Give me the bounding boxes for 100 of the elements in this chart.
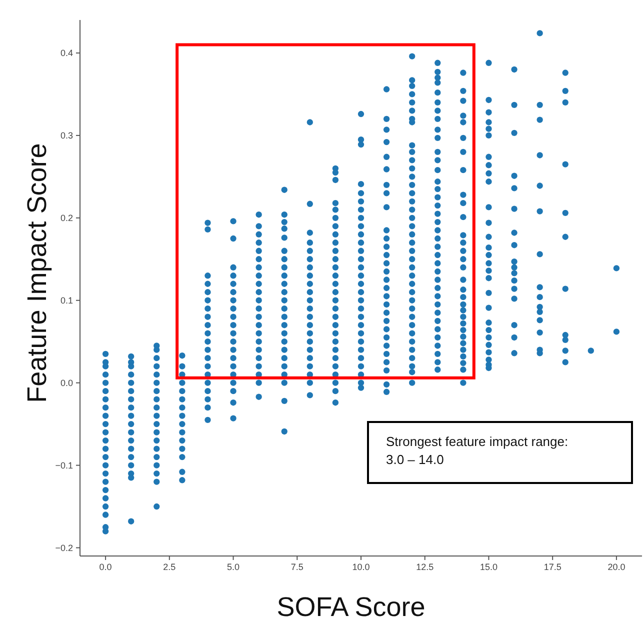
point	[460, 334, 466, 340]
point	[536, 30, 543, 36]
point	[306, 272, 313, 279]
point	[511, 130, 518, 136]
point	[179, 420, 186, 428]
point	[460, 112, 466, 119]
point	[128, 420, 134, 428]
point	[383, 227, 390, 234]
point	[358, 338, 364, 345]
point	[486, 170, 492, 176]
point	[230, 289, 236, 296]
point	[128, 446, 134, 452]
point	[434, 202, 441, 209]
point	[306, 322, 313, 328]
point	[486, 109, 492, 116]
point	[409, 306, 416, 312]
point	[562, 348, 568, 354]
point	[179, 429, 186, 436]
point	[511, 322, 518, 328]
point	[256, 264, 262, 270]
point	[409, 182, 416, 188]
point	[102, 350, 109, 358]
y-tick-label: 0.1	[60, 296, 73, 306]
point	[332, 380, 339, 386]
point	[486, 234, 492, 240]
point	[383, 190, 390, 196]
point	[154, 420, 160, 428]
point	[613, 265, 620, 272]
point	[562, 336, 568, 344]
point	[102, 495, 109, 502]
point	[409, 256, 416, 262]
point	[281, 289, 288, 296]
point	[511, 102, 518, 108]
x-axis-title: SOFA Score	[276, 592, 426, 622]
point	[562, 210, 568, 216]
point	[281, 314, 288, 320]
x-tick-label: 0.0	[99, 562, 112, 572]
point	[332, 231, 339, 238]
point	[256, 240, 262, 246]
point	[460, 98, 466, 104]
point	[281, 234, 288, 241]
point	[230, 363, 236, 370]
point	[434, 342, 441, 349]
point	[179, 468, 186, 475]
point	[204, 280, 211, 287]
point	[460, 248, 466, 254]
point	[204, 363, 211, 370]
point	[434, 166, 441, 174]
point	[486, 326, 492, 334]
point	[358, 141, 364, 148]
point	[486, 252, 492, 258]
point	[383, 268, 390, 275]
point	[434, 210, 441, 217]
point	[434, 68, 441, 76]
point	[486, 260, 492, 266]
point	[460, 148, 466, 156]
point	[306, 240, 313, 246]
x-tick-label: 12.5	[416, 562, 434, 572]
point	[230, 280, 236, 287]
x-tick-label: 5.0	[227, 562, 240, 572]
point	[281, 280, 288, 287]
point	[128, 454, 134, 460]
point	[460, 326, 466, 334]
point	[460, 307, 466, 314]
point	[204, 355, 211, 362]
point	[128, 396, 134, 402]
point	[434, 60, 441, 66]
point	[409, 214, 416, 221]
point	[102, 470, 109, 477]
point	[230, 346, 236, 353]
point	[128, 353, 134, 360]
point	[486, 304, 492, 311]
point	[409, 314, 416, 320]
point	[434, 178, 441, 185]
point	[154, 437, 160, 444]
point	[460, 134, 466, 142]
point	[383, 293, 390, 300]
point	[434, 80, 441, 86]
point	[434, 366, 441, 373]
point	[154, 503, 160, 510]
point	[562, 88, 568, 94]
point	[486, 154, 492, 160]
point	[230, 314, 236, 320]
point	[179, 388, 186, 394]
point	[204, 330, 211, 336]
point	[460, 276, 466, 283]
point	[306, 355, 313, 362]
point	[383, 166, 390, 172]
point	[306, 346, 313, 353]
point	[204, 338, 211, 345]
point	[230, 330, 236, 336]
point	[332, 223, 339, 230]
point	[511, 230, 518, 236]
point	[306, 230, 313, 236]
point	[383, 244, 390, 250]
point	[358, 198, 364, 204]
point	[306, 330, 313, 336]
point	[256, 289, 262, 296]
point	[179, 380, 186, 386]
point	[409, 297, 416, 304]
